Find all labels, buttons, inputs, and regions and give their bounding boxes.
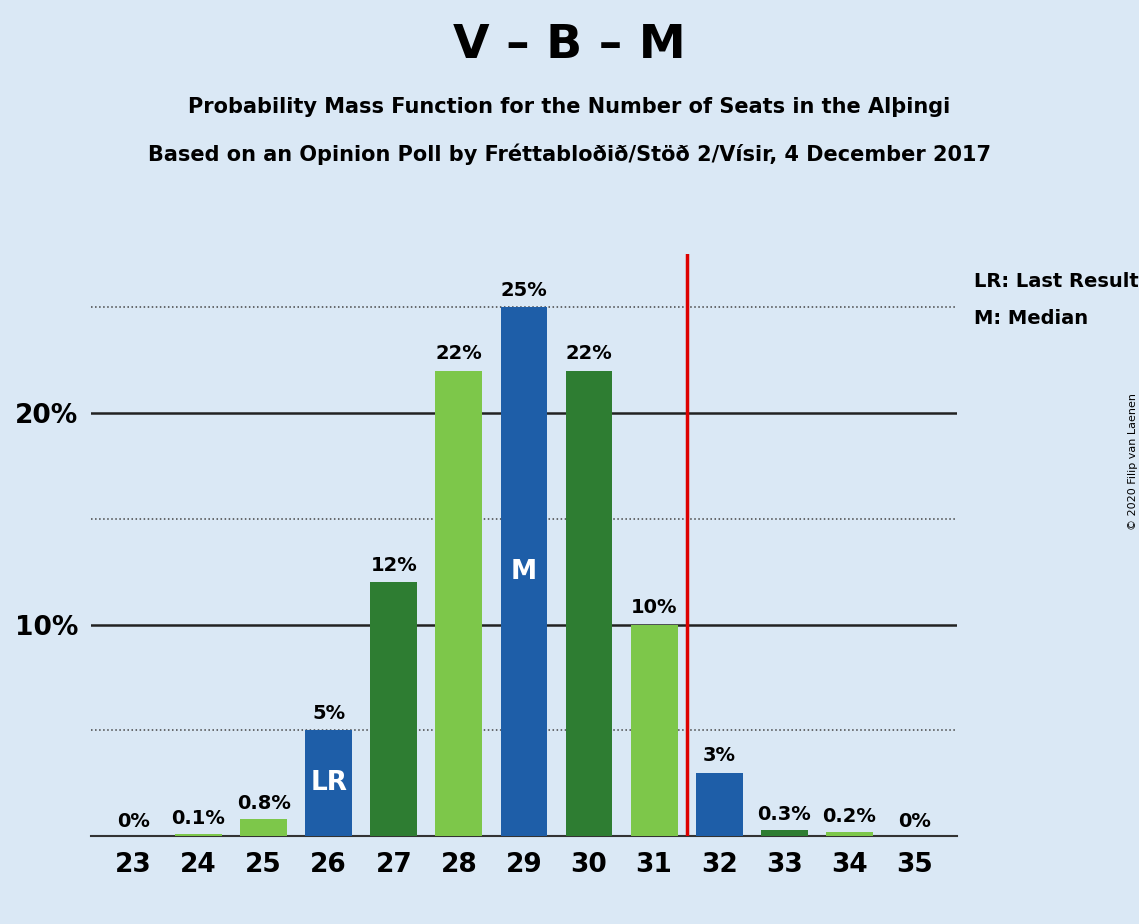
Text: LR: Last Result: LR: Last Result xyxy=(974,273,1139,291)
Bar xyxy=(305,730,352,836)
Text: V – B – M: V – B – M xyxy=(453,23,686,68)
Text: 0%: 0% xyxy=(898,812,931,831)
Bar xyxy=(566,371,613,836)
Text: 0%: 0% xyxy=(117,812,150,831)
Text: M: Median: M: Median xyxy=(974,310,1088,328)
Text: Probability Mass Function for the Number of Seats in the Alþingi: Probability Mass Function for the Number… xyxy=(188,97,951,117)
Text: © 2020 Filip van Laenen: © 2020 Filip van Laenen xyxy=(1129,394,1138,530)
Text: 0.2%: 0.2% xyxy=(822,807,876,826)
Text: 22%: 22% xyxy=(435,344,482,363)
Text: 22%: 22% xyxy=(566,344,613,363)
Text: 3%: 3% xyxy=(703,747,736,765)
Bar xyxy=(175,834,222,836)
Bar xyxy=(761,830,808,836)
Bar xyxy=(631,625,678,836)
Text: LR: LR xyxy=(310,771,347,796)
Bar xyxy=(240,820,287,836)
Text: 0.8%: 0.8% xyxy=(237,794,290,813)
Text: M: M xyxy=(511,559,536,585)
Bar xyxy=(826,832,872,836)
Text: 0.3%: 0.3% xyxy=(757,805,811,823)
Text: 5%: 5% xyxy=(312,704,345,723)
Text: Based on an Opinion Poll by Fréttabloðið/Stöð 2/Vísir, 4 December 2017: Based on an Opinion Poll by Fréttabloðið… xyxy=(148,143,991,164)
Text: 10%: 10% xyxy=(631,598,678,617)
Bar xyxy=(370,582,417,836)
Bar xyxy=(696,772,743,836)
Text: 25%: 25% xyxy=(500,281,548,299)
Text: 0.1%: 0.1% xyxy=(172,808,226,828)
Text: 12%: 12% xyxy=(370,556,417,575)
Bar xyxy=(500,307,548,836)
Bar xyxy=(435,371,482,836)
